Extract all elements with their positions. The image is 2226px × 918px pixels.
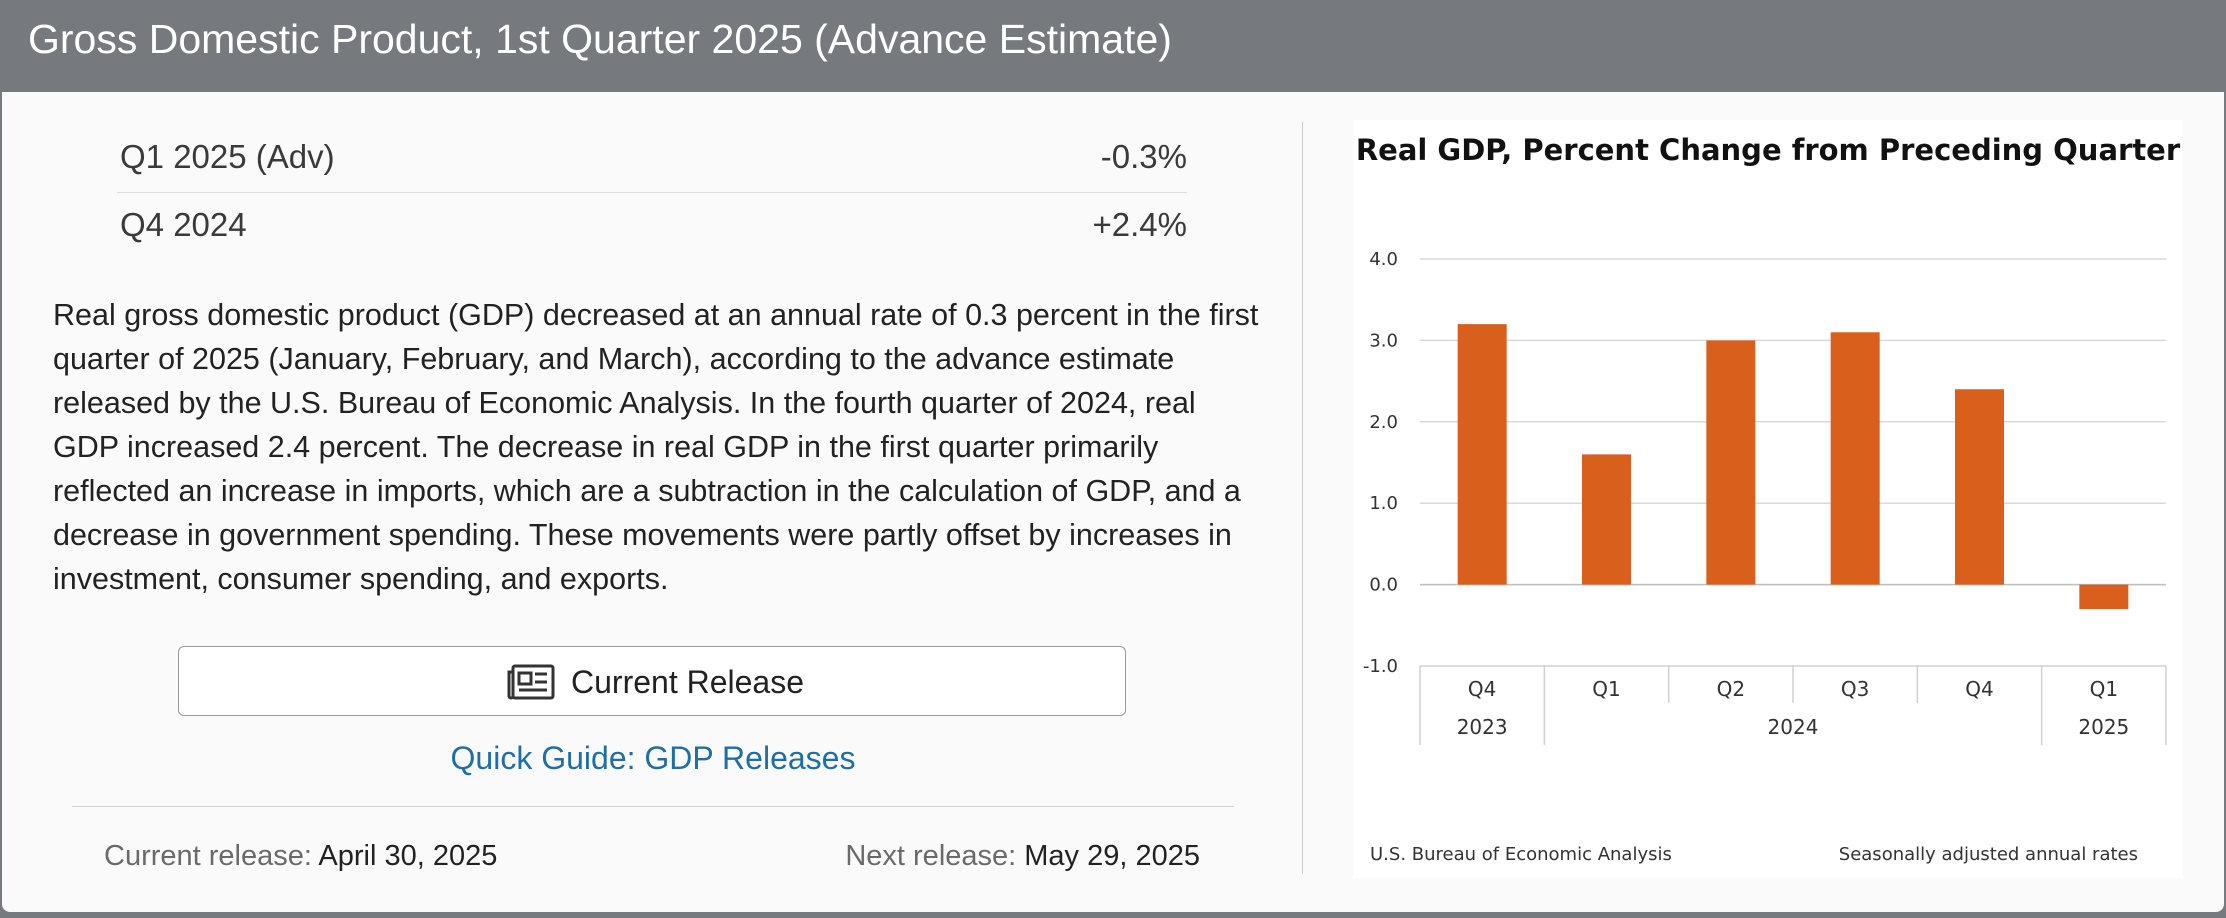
stat-row-q1-2025: Q1 2025 (Adv) -0.3%	[117, 126, 1187, 193]
header-bar: Gross Domestic Product, 1st Quarter 2025…	[0, 0, 2226, 92]
y-tick-label: 0.0	[1369, 575, 1398, 596]
divider	[72, 806, 1234, 807]
y-tick-label: 3.0	[1369, 330, 1398, 351]
x-tick-label: Q4	[1468, 677, 1496, 701]
bar	[1830, 332, 1880, 585]
current-release-date-value: April 30, 2025	[318, 840, 498, 872]
y-tick-label: 1.0	[1369, 493, 1398, 514]
current-release-label-text: Current release:	[104, 840, 312, 872]
next-release-date-value: May 29, 2025	[1024, 840, 1200, 872]
gdp-chart: Real GDP, Percent Change from Preceding …	[1354, 120, 2182, 878]
chart-title: Real GDP, Percent Change from Preceding …	[1356, 133, 2181, 167]
chart-note: Seasonally adjusted annual rates	[1839, 844, 2138, 865]
bar	[1457, 324, 1507, 585]
next-release-label-text: Next release:	[845, 840, 1017, 872]
y-tick-label: -1.0	[1363, 656, 1398, 677]
current-release-label: Current Release	[571, 663, 804, 700]
y-tick-label: 4.0	[1369, 249, 1398, 270]
release-summary: Real gross domestic product (GDP) decrea…	[53, 298, 1259, 596]
x-tick-label: Q1	[2090, 677, 2118, 701]
x-tick-label: Q1	[1592, 677, 1620, 701]
stat-label: Q1 2025 (Adv)	[120, 138, 335, 175]
stat-value: +2.4%	[1092, 206, 1188, 243]
bar	[1582, 454, 1631, 585]
stat-row-q4-2024: Q4 2024 +2.4%	[117, 194, 1187, 260]
y-tick-label: 2.0	[1369, 412, 1398, 433]
newspaper-icon	[507, 664, 555, 700]
column-separator	[1302, 122, 1303, 874]
x-tick-label: Q4	[1965, 677, 1993, 701]
bar	[1955, 389, 2004, 585]
bar	[1706, 340, 1756, 585]
stat-value: -0.3%	[1100, 138, 1187, 175]
content-panel: Q1 2025 (Adv) -0.3% Q4 2024 +2.4% Real g…	[2, 92, 2224, 912]
page-title: Gross Domestic Product, 1st Quarter 2025…	[28, 16, 1172, 62]
current-release-button[interactable]: Current Release	[178, 646, 1126, 716]
x-group-label: 2025	[2078, 715, 2129, 739]
chart-source: U.S. Bureau of Economic Analysis	[1370, 844, 1672, 865]
x-group-label: 2023	[1457, 715, 1508, 739]
bar	[2079, 584, 2129, 610]
current-release-button-content: Current Release	[507, 661, 804, 703]
next-release-date: Next release: May 29, 2025	[845, 840, 1200, 873]
x-group-label: 2024	[1768, 715, 1819, 739]
current-release-date: Current release: April 30, 2025	[104, 840, 497, 873]
x-tick-label: Q3	[1841, 677, 1869, 701]
x-tick-label: Q2	[1717, 677, 1745, 701]
stat-label: Q4 2024	[120, 206, 247, 243]
gdp-chart-svg: Real GDP, Percent Change from Preceding …	[1356, 133, 2181, 865]
quick-guide-link[interactable]: Quick Guide: GDP Releases	[450, 740, 856, 776]
